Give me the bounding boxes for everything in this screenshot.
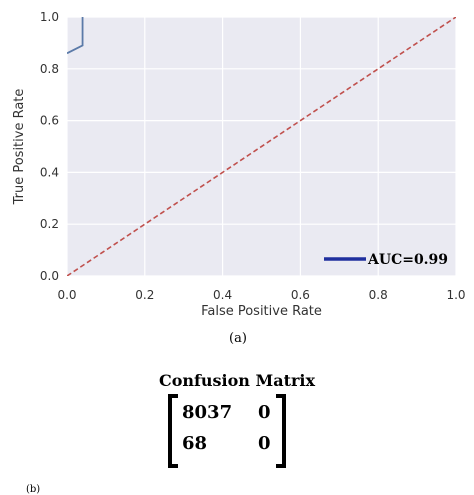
confusion-matrix: 8037 0 68 0 [168,394,286,470]
y-tick-label: 0.8 [40,62,59,76]
y-tick-label: 0.2 [40,217,59,231]
caption-b: (b) [26,484,41,495]
y-tick-label: 0.6 [40,114,59,128]
roc-chart-svg: 0.0 0.2 0.4 0.6 0.8 1.0 0.0 0.2 0.4 0.6 0.8 1.0 Fals… [12,10,466,319]
x-tick-label: 0.6 [291,288,310,302]
matrix-cell: 8037 [182,402,233,423]
x-tick-label: 0.0 [57,288,76,302]
matrix-cell: 0 [258,402,271,423]
y-tick-label: 0.0 [40,269,59,283]
caption-a: (a) [229,331,247,346]
matrix-right-bracket [276,394,286,468]
legend-label: AUC=0.99 [367,252,448,268]
matrix-left-bracket [168,394,178,468]
confusion-matrix-title: Confusion Matrix [158,371,316,390]
y-axis-label: True Positive Rate [12,89,27,206]
x-axis-label: False Positive Rate [201,304,322,319]
x-tick-label: 1.0 [446,288,465,302]
x-tick-label: 0.8 [369,288,388,302]
x-tick-label: 0.2 [135,288,154,302]
y-tick-label: 1.0 [40,10,59,24]
matrix-cell: 68 [182,433,208,454]
matrix-cell: 0 [258,433,271,454]
roc-curve-line [67,17,84,55]
x-tick-label: 0.4 [213,288,232,302]
y-tick-label: 0.4 [40,165,59,179]
roc-chart: 0.0 0.2 0.4 0.6 0.8 1.0 0.0 0.2 0.4 0.6 0.8 1.0 Fals… [12,10,466,319]
chance-diagonal-line [67,17,456,276]
